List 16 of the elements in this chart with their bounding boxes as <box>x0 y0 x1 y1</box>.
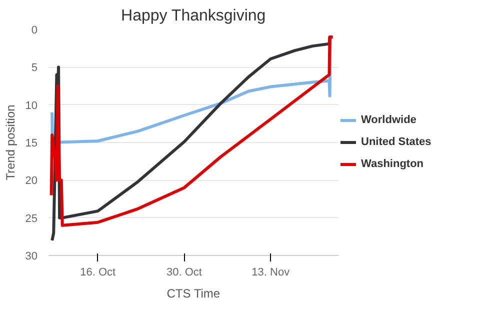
y-tick-label: 15 <box>25 138 38 150</box>
chart-title: Happy Thanksgiving <box>121 8 266 24</box>
legend-label: Worldwide <box>361 114 416 126</box>
y-tick-label: 5 <box>31 62 38 74</box>
y-tick-label: 25 <box>25 212 38 225</box>
legend-label: Washington <box>361 158 424 170</box>
y-tick-label: 20 <box>25 175 38 188</box>
x-tick-label: 30. Oct <box>166 266 202 278</box>
y-axis-title: Trend position <box>3 104 18 180</box>
x-axis-title: CTS Time <box>166 286 220 300</box>
y-tick-label: 30 <box>25 250 38 262</box>
y-tick-label: 10 <box>25 100 38 112</box>
legend-label: United States <box>361 136 432 148</box>
x-tick-label: 16. Oct <box>80 266 116 278</box>
x-tick-label: 13. Nov <box>252 266 290 278</box>
y-tick-label: 0 <box>31 24 38 36</box>
